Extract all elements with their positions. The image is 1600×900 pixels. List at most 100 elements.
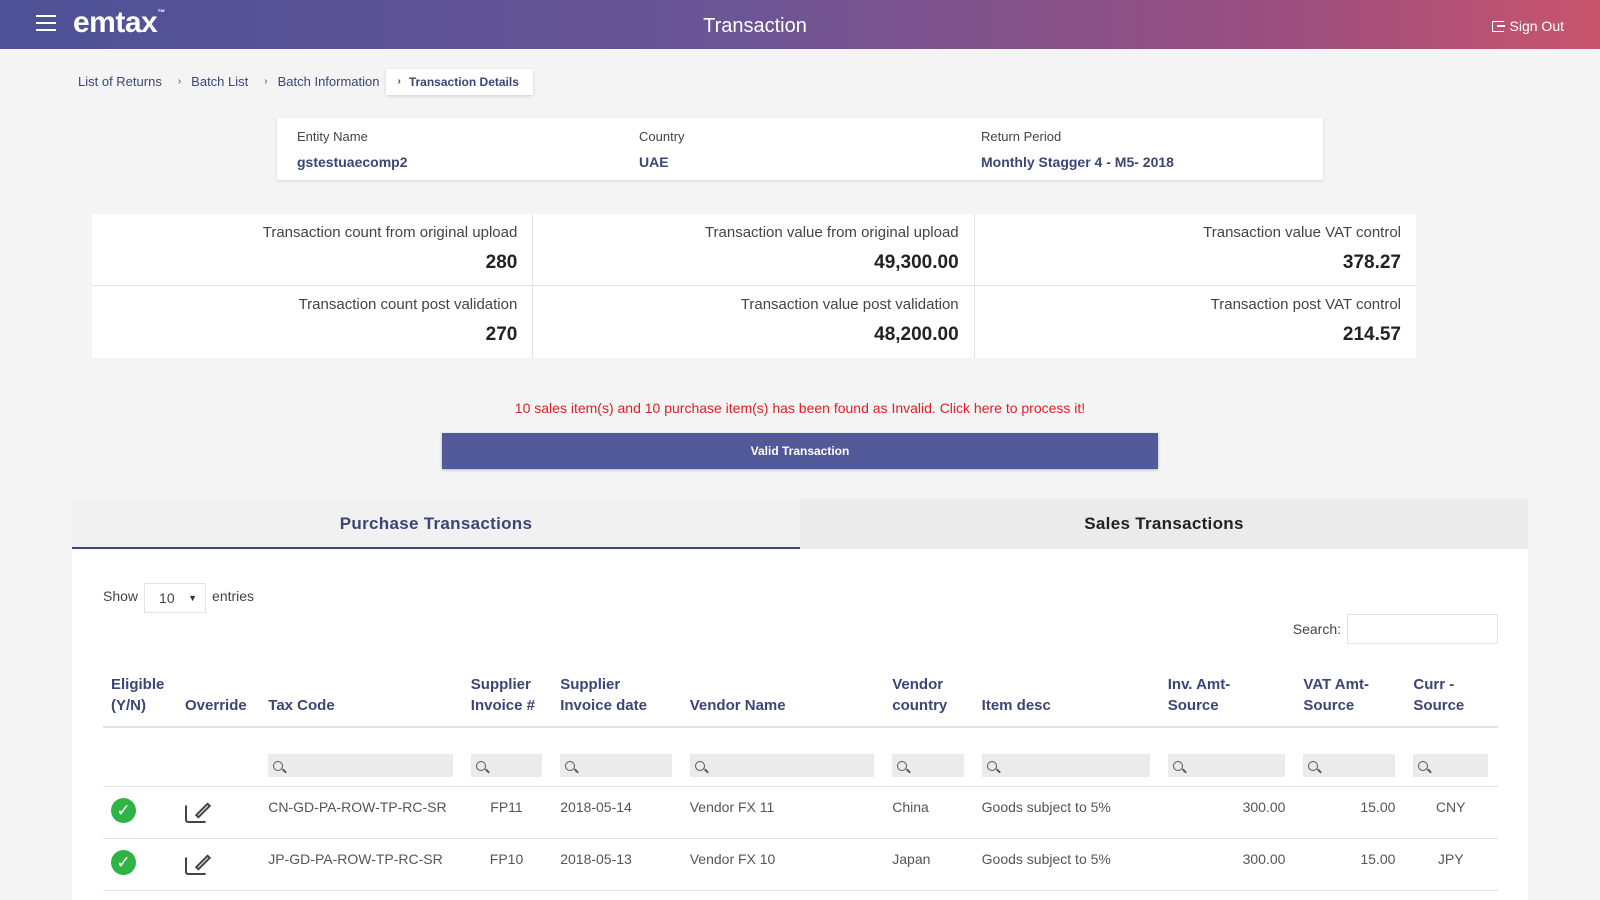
country-label: Country bbox=[639, 129, 685, 144]
cell-currency: JPY bbox=[1405, 838, 1498, 891]
purchase-transactions-table: Eligible (Y/N) Override Tax Code Supplier… bbox=[103, 674, 1498, 891]
stat-label: Transaction value post validation bbox=[740, 296, 959, 313]
show-entries-control: Show 10 ▼ entries bbox=[103, 581, 255, 613]
transaction-stats-grid: Transaction count from original upload 2… bbox=[92, 214, 1416, 358]
entries-select[interactable]: 10 ▼ bbox=[144, 583, 207, 613]
table-header-row: Eligible (Y/N) Override Tax Code Supplier… bbox=[103, 674, 1498, 728]
tab-purchase-transactions[interactable]: Purchase Transactions bbox=[72, 499, 800, 549]
stat-value-post-validation: Transaction value post validation 48,200… bbox=[533, 286, 975, 358]
breadcrumb-active-label: Transaction Details bbox=[408, 74, 519, 89]
col-vat-amt-source[interactable]: VAT Amt- Source bbox=[1295, 674, 1406, 728]
search-icon bbox=[1418, 760, 1429, 771]
vendor-name-filter-input[interactable] bbox=[689, 754, 875, 777]
entries-select-value: 10 bbox=[159, 590, 175, 606]
breadcrumb-batch-information[interactable]: Batch Information bbox=[277, 74, 380, 89]
edit-override-icon[interactable] bbox=[185, 851, 213, 877]
sign-out-button[interactable]: Sign Out bbox=[1491, 18, 1564, 34]
item-desc-filter-input[interactable] bbox=[981, 754, 1150, 777]
hamburger-menu-icon[interactable] bbox=[36, 15, 56, 33]
stat-label: Transaction count from original upload bbox=[262, 224, 518, 241]
search-icon bbox=[565, 760, 576, 771]
cell-invoice-no: FP11 bbox=[462, 786, 553, 839]
invalid-items-link[interactable]: 10 sales item(s) and 10 purchase item(s)… bbox=[514, 400, 1086, 416]
stat-post-vat-control: Transaction post VAT control 214.57 bbox=[975, 286, 1416, 358]
col-eligible[interactable]: Eligible (Y/N) bbox=[103, 674, 178, 728]
breadcrumb: List of Returns › Batch List › Batch Inf… bbox=[78, 68, 533, 95]
search-icon bbox=[273, 760, 284, 771]
cell-vendor-name: Vendor FX 11 bbox=[681, 786, 885, 839]
logo: emtax™ bbox=[73, 6, 165, 39]
cell-item-desc: Goods subject to 5% bbox=[973, 838, 1160, 891]
col-supplier-invoice-date[interactable]: Supplier Invoice date bbox=[552, 674, 682, 728]
stat-value: 270 bbox=[485, 324, 518, 345]
vat-amt-filter-input[interactable] bbox=[1303, 754, 1396, 777]
entity-info-card: Entity Name gstestuaecomp2 Country UAE R… bbox=[277, 118, 1323, 180]
cell-invoice-date: 2018-05-13 bbox=[552, 838, 682, 891]
valid-transaction-button[interactable]: Valid Transaction bbox=[442, 433, 1158, 469]
inv-amt-filter-input[interactable] bbox=[1167, 754, 1286, 777]
cell-vendor-name: Vendor FX 10 bbox=[681, 838, 885, 891]
col-tax-code[interactable]: Tax Code bbox=[260, 674, 463, 728]
caret-down-icon: ▼ bbox=[188, 593, 198, 603]
entries-label: entries bbox=[212, 588, 255, 604]
col-override[interactable]: Override bbox=[177, 674, 261, 728]
breadcrumb-separator-icon: › bbox=[397, 76, 401, 87]
cell-vat-amt: 15.00 bbox=[1295, 838, 1406, 891]
filter-row bbox=[103, 727, 1498, 787]
stat-value: 214.57 bbox=[1342, 324, 1401, 345]
country-value: UAE bbox=[639, 154, 669, 170]
cell-vendor-country: Japan bbox=[884, 838, 974, 891]
stat-value: 378.27 bbox=[1342, 252, 1401, 273]
cell-invoice-no: FP10 bbox=[462, 838, 553, 891]
search-icon bbox=[1308, 760, 1319, 771]
show-label: Show bbox=[103, 588, 139, 604]
table-row: ✓ JP-GD-PA-ROW-TP-RC-SR FP10 2018-05-13 … bbox=[103, 838, 1498, 891]
search-label: Search: bbox=[1292, 621, 1341, 637]
col-vendor-country[interactable]: Vendor country bbox=[884, 674, 974, 728]
stat-label: Transaction post VAT control bbox=[1210, 296, 1401, 313]
vendor-country-filter-input[interactable] bbox=[892, 754, 964, 777]
cell-inv-amt: 300.00 bbox=[1159, 838, 1296, 891]
breadcrumb-list-of-returns[interactable]: List of Returns bbox=[78, 74, 162, 89]
return-period-field: Return Period Monthly Stagger 4 - M5- 20… bbox=[981, 129, 1174, 170]
breadcrumb-batch-list[interactable]: Batch List bbox=[191, 74, 249, 89]
breadcrumb-separator-icon: › bbox=[177, 76, 182, 87]
col-inv-amt-source[interactable]: Inv. Amt- Source bbox=[1159, 674, 1296, 728]
invoice-date-filter-input[interactable] bbox=[560, 754, 672, 777]
invoice-no-filter-input[interactable] bbox=[470, 754, 543, 777]
stat-label: Transaction value from original upload bbox=[704, 224, 959, 241]
stat-value: 48,200.00 bbox=[874, 324, 959, 345]
table-search: Search: bbox=[1293, 614, 1498, 644]
stat-label: Transaction value VAT control bbox=[1203, 224, 1401, 241]
search-icon bbox=[986, 760, 997, 771]
cell-currency: CNY bbox=[1405, 786, 1498, 839]
cell-invoice-date: 2018-05-14 bbox=[552, 786, 682, 839]
stat-count-post-validation: Transaction count post validation 270 bbox=[92, 286, 534, 358]
table-row: ✓ CN-GD-PA-ROW-TP-RC-SR FP11 2018-05-14 … bbox=[103, 786, 1498, 839]
eligible-check-icon: ✓ bbox=[111, 850, 136, 875]
cell-tax-code: CN-GD-PA-ROW-TP-RC-SR bbox=[260, 786, 463, 839]
cell-tax-code: JP-GD-PA-ROW-TP-RC-SR bbox=[260, 838, 463, 891]
search-icon bbox=[475, 760, 486, 771]
stat-label: Transaction count post validation bbox=[298, 296, 518, 313]
col-curr-source[interactable]: Curr - Source bbox=[1405, 674, 1498, 728]
return-period-label: Return Period bbox=[981, 129, 1062, 144]
page-title: Transaction bbox=[703, 15, 807, 37]
search-input[interactable] bbox=[1347, 614, 1498, 644]
tab-sales-transactions[interactable]: Sales Transactions bbox=[1084, 514, 1244, 533]
country-field: Country UAE bbox=[639, 129, 685, 170]
sign-out-icon bbox=[1491, 20, 1505, 32]
search-icon bbox=[897, 760, 908, 771]
col-vendor-name[interactable]: Vendor Name bbox=[681, 674, 885, 728]
entity-name-field: Entity Name gstestuaecomp2 bbox=[297, 129, 407, 170]
eligible-check-icon: ✓ bbox=[111, 798, 136, 823]
col-item-desc[interactable]: Item desc bbox=[973, 674, 1160, 728]
edit-override-icon[interactable] bbox=[185, 799, 213, 825]
currency-filter-input[interactable] bbox=[1413, 754, 1488, 777]
search-icon bbox=[1172, 760, 1183, 771]
cell-vendor-country: China bbox=[884, 786, 974, 839]
tax-code-filter-input[interactable] bbox=[268, 754, 453, 777]
stat-value: 280 bbox=[485, 252, 518, 273]
col-supplier-invoice-no[interactable]: Supplier Invoice # bbox=[462, 674, 553, 728]
stat-value-original: Transaction value from original upload 4… bbox=[533, 214, 975, 286]
